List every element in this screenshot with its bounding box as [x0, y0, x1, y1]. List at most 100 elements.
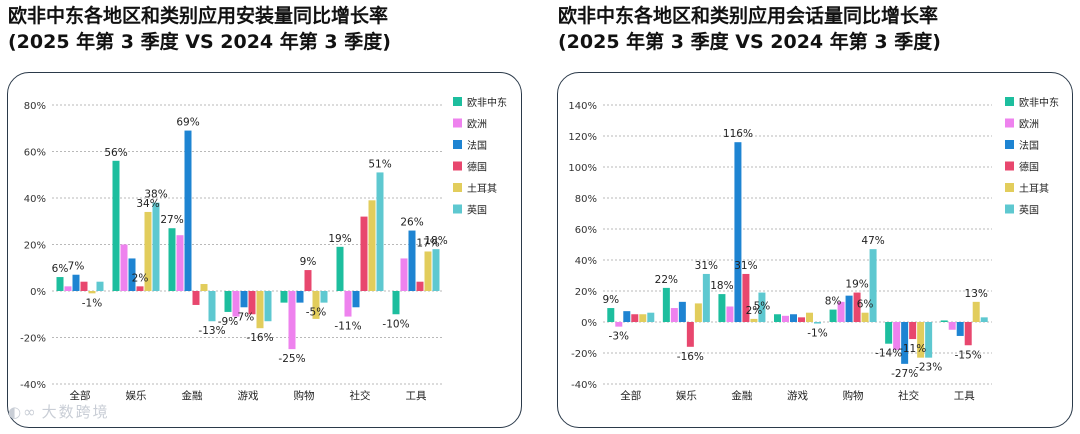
legend-swatch-土耳其 [1005, 183, 1014, 192]
bar-土耳其-娱乐 [694, 303, 702, 322]
y-tick-label: -40% [571, 380, 597, 391]
data-label: -9% [218, 316, 238, 328]
x-tick-label: 游戏 [787, 389, 808, 402]
x-tick-label: 购物 [843, 389, 864, 402]
bar-法国-金融 [184, 130, 192, 291]
data-label: 17% [416, 237, 439, 249]
data-label: 7% [68, 261, 85, 273]
bar-英国-游戏 [264, 291, 272, 322]
bar-欧非中东-全部 [607, 308, 615, 322]
bar-欧洲-娱乐 [670, 308, 678, 322]
chart-title: 欧非中东各地区和类别应用会话量同比增长率 [558, 5, 939, 27]
bar-法国-全部 [623, 311, 631, 322]
bar-欧洲-工具 [400, 258, 408, 291]
data-label: 116% [723, 128, 753, 140]
data-label: 9% [300, 256, 317, 268]
bar-欧非中东-社交 [336, 246, 344, 291]
sessions-chart-card: -40% -20% 0% 20% 40% 60% 80% 100% 120% 140% 全部 娱乐 金融… [557, 72, 1073, 428]
bar-法国-购物 [296, 291, 304, 303]
bar-欧非中东-工具 [940, 320, 948, 322]
x-tick-label: 全部 [70, 389, 91, 402]
bar-土耳其-社交 [917, 322, 925, 358]
bar-土耳其-娱乐 [144, 211, 152, 291]
data-label: -1% [82, 297, 102, 309]
y-tick-label: 0% [581, 318, 597, 329]
data-label: 56% [104, 147, 127, 159]
bar-欧洲-工具 [948, 322, 956, 330]
bar-法国-游戏 [240, 291, 248, 308]
bar-德国-娱乐 [136, 286, 144, 291]
bar-土耳其-工具 [972, 301, 980, 322]
y-tick-label: 140% [568, 101, 597, 112]
legend-label: 欧非中东 [1019, 96, 1059, 109]
bar-欧非中东-工具 [392, 291, 400, 315]
data-label: 31% [695, 260, 718, 272]
bar-土耳其-购物 [861, 312, 869, 322]
data-label: 34% [136, 198, 159, 210]
data-label: 38% [144, 189, 167, 201]
y-tick-label: 60% [24, 148, 46, 159]
x-tick-label: 购物 [294, 389, 315, 402]
legend-label: 法国 [1019, 139, 1039, 152]
bar-欧非中东-购物 [280, 291, 288, 303]
x-tick-label: 金融 [182, 389, 203, 402]
data-label: 69% [176, 117, 199, 129]
data-label: 19% [328, 233, 351, 245]
bar-德国-购物 [304, 270, 312, 291]
data-label: -23% [915, 362, 942, 374]
data-label: -11% [334, 321, 361, 333]
bar-德国-娱乐 [686, 322, 694, 347]
bar-德国-全部 [80, 281, 88, 291]
y-tick-label: 80% [575, 194, 597, 205]
watermark: ◐∞ 大数跨境 [8, 398, 114, 423]
bar-德国-全部 [631, 314, 639, 322]
bar-法国-工具 [956, 322, 964, 336]
bar-欧非中东-娱乐 [112, 160, 120, 291]
bar-英国-全部 [647, 312, 655, 322]
bar-英国-购物 [869, 249, 877, 322]
y-tick-label: 60% [575, 225, 597, 236]
y-tick-label: -20% [20, 334, 46, 345]
bar-欧洲-购物 [288, 291, 296, 350]
y-tick-label: 40% [575, 256, 597, 267]
y-tick-label: 80% [24, 101, 46, 112]
data-label: -15% [955, 349, 982, 361]
data-label: 51% [368, 158, 391, 170]
bar-土耳其-社交 [368, 200, 376, 291]
bar-欧非中东-金融 [168, 228, 176, 291]
bar-法国-游戏 [790, 314, 797, 322]
y-tick-label: 120% [568, 132, 597, 143]
bar-土耳其-游戏 [806, 312, 813, 322]
y-tick-label: -40% [20, 380, 46, 391]
bar-英国-社交 [376, 172, 384, 291]
data-label: 18% [424, 235, 447, 247]
y-tick-label: 40% [24, 194, 46, 205]
x-tick-label: 娱乐 [676, 389, 697, 402]
bar-德国-购物 [853, 292, 861, 322]
x-tick-label: 社交 [350, 389, 371, 402]
data-label: 2% [132, 272, 149, 284]
chart-subtitle: (2025 年第 3 季度 VS 2024 年第 3 季度) [8, 31, 391, 53]
bar-英国-全部 [96, 281, 104, 291]
bar-德国-社交 [360, 216, 368, 291]
legend-swatch-法国 [453, 140, 462, 149]
bar-欧洲-游戏 [782, 315, 789, 322]
bar-欧洲-购物 [837, 301, 845, 322]
x-tick-label: 工具 [406, 390, 427, 402]
bar-土耳其-工具 [424, 251, 432, 291]
data-label: -25% [278, 353, 305, 365]
data-label: 26% [400, 217, 423, 229]
bar-欧非中东-全部 [56, 277, 64, 291]
bar-欧洲-全部 [615, 322, 623, 327]
legend-swatch-法国 [1005, 140, 1014, 149]
legend-label: 德国 [1019, 161, 1039, 174]
data-label: -16% [246, 332, 273, 344]
installs-chart-card: -40% -20% 0% 20% 40% 60% 80% 全部 娱乐 金融 游戏 购物 社交 工具 6% 7%… [7, 72, 522, 428]
bar-欧洲-社交 [893, 322, 901, 350]
data-label: -14% [875, 348, 902, 360]
data-label: -10% [382, 318, 409, 330]
bar-土耳其-购物 [312, 291, 320, 319]
legend-label: 法国 [467, 139, 487, 152]
data-label: 2% [746, 305, 763, 317]
bar-英国-游戏 [814, 322, 821, 324]
